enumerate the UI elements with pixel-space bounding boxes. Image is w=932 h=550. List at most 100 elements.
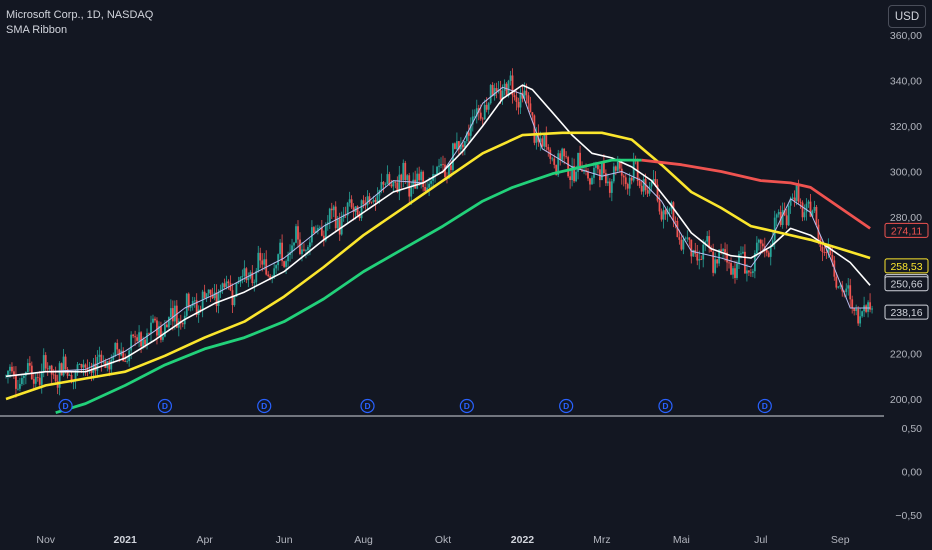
candle-body — [408, 175, 411, 197]
candle-body — [364, 203, 367, 206]
candle-body — [523, 90, 526, 99]
time-tick-label: 2021 — [114, 534, 138, 546]
dividend-marker-label: D — [762, 401, 768, 411]
candle-body — [865, 305, 867, 312]
candle-body — [255, 270, 258, 283]
price-tick-label: 360,00 — [890, 30, 922, 42]
candle-body — [533, 115, 536, 143]
candle-body — [686, 237, 689, 239]
candle-body — [122, 350, 125, 362]
candle-body — [608, 181, 611, 193]
candle-body — [696, 253, 699, 261]
candle-body — [173, 305, 176, 322]
candle-body — [356, 206, 359, 216]
candle-body — [547, 146, 550, 150]
candle-body — [406, 175, 409, 181]
candle-body — [211, 294, 214, 299]
candle-body — [751, 271, 754, 274]
candle-body — [475, 108, 478, 117]
candle-body — [809, 201, 812, 217]
candle-body — [285, 261, 287, 267]
candle-body — [380, 181, 383, 191]
candle-body — [823, 252, 826, 253]
time-tick-label: Aug — [354, 534, 373, 546]
candle-body — [189, 305, 192, 308]
time-tick-label: Apr — [196, 534, 213, 546]
candle-body — [217, 292, 220, 307]
candle-body — [730, 262, 732, 275]
candle-body — [593, 167, 595, 178]
candle-body — [456, 141, 458, 149]
candle-body — [283, 261, 285, 267]
series-line-sma-200 — [55, 158, 642, 415]
candle-body — [368, 196, 371, 202]
candle-body — [438, 165, 440, 167]
candle-body — [203, 291, 206, 298]
tag-box — [884, 258, 929, 274]
candle-body — [575, 171, 577, 182]
candle-body — [648, 186, 651, 194]
candle-body — [827, 246, 830, 253]
price-tick-label: 300,00 — [890, 167, 922, 179]
candle-body — [346, 202, 349, 216]
candle-body — [869, 302, 871, 310]
candle-body — [434, 174, 436, 175]
candle-body — [394, 181, 397, 183]
candle-body — [30, 365, 33, 380]
candle-body — [366, 196, 369, 206]
candle-body — [471, 116, 474, 125]
candle-body — [162, 336, 164, 340]
candle-body — [229, 283, 232, 291]
candle-body — [597, 165, 599, 170]
candle-body — [549, 149, 552, 159]
candle-body — [646, 190, 649, 194]
candle-body — [783, 210, 786, 216]
candle-body — [487, 103, 490, 110]
candle-body — [793, 197, 796, 201]
candle-body — [777, 211, 780, 215]
candle-body — [676, 220, 679, 238]
candle-body — [269, 276, 272, 279]
dividend-marker-label: D — [63, 401, 69, 411]
candle-body — [672, 202, 675, 221]
last-value-tag: 238,16 — [884, 304, 929, 320]
dividend-marker — [459, 398, 474, 414]
candle-body — [515, 97, 518, 102]
candle-body — [44, 355, 47, 369]
indicator-tick-label: −0,50 — [895, 510, 922, 522]
price-axis: 200,00220,00240,00260,00280,00300,00320,… — [890, 30, 922, 406]
candle-body — [396, 182, 399, 193]
candle-body — [100, 354, 103, 363]
candle-body — [60, 363, 63, 376]
candle-body — [579, 152, 581, 170]
candle-body — [9, 366, 11, 371]
dividend-marker-label: D — [364, 401, 370, 411]
candle-body — [845, 288, 848, 292]
candle-body — [245, 268, 248, 281]
candle-body — [720, 249, 722, 251]
candle-body — [775, 214, 778, 218]
candle-body — [136, 337, 138, 341]
candle-body — [610, 181, 613, 193]
candle-body — [799, 201, 802, 203]
candle-body — [318, 227, 321, 229]
dividend-marker-label: D — [162, 401, 168, 411]
candle-body — [485, 104, 488, 110]
candle-body — [402, 162, 405, 181]
candle-body — [581, 169, 583, 172]
tag-box — [884, 222, 929, 238]
candle-body — [295, 226, 297, 243]
candle-body — [82, 364, 85, 368]
candle-body — [702, 244, 705, 260]
candle-body — [638, 181, 641, 186]
candle-body — [50, 365, 53, 375]
candle-body — [185, 293, 188, 316]
currency-button[interactable]: USD — [888, 5, 926, 28]
candle-body — [352, 207, 355, 212]
candle-body — [849, 285, 852, 300]
candle-body — [48, 365, 51, 370]
candle-body — [585, 169, 587, 172]
indicator-name[interactable]: SMA Ribbon — [6, 24, 68, 36]
candle-body — [165, 324, 168, 328]
